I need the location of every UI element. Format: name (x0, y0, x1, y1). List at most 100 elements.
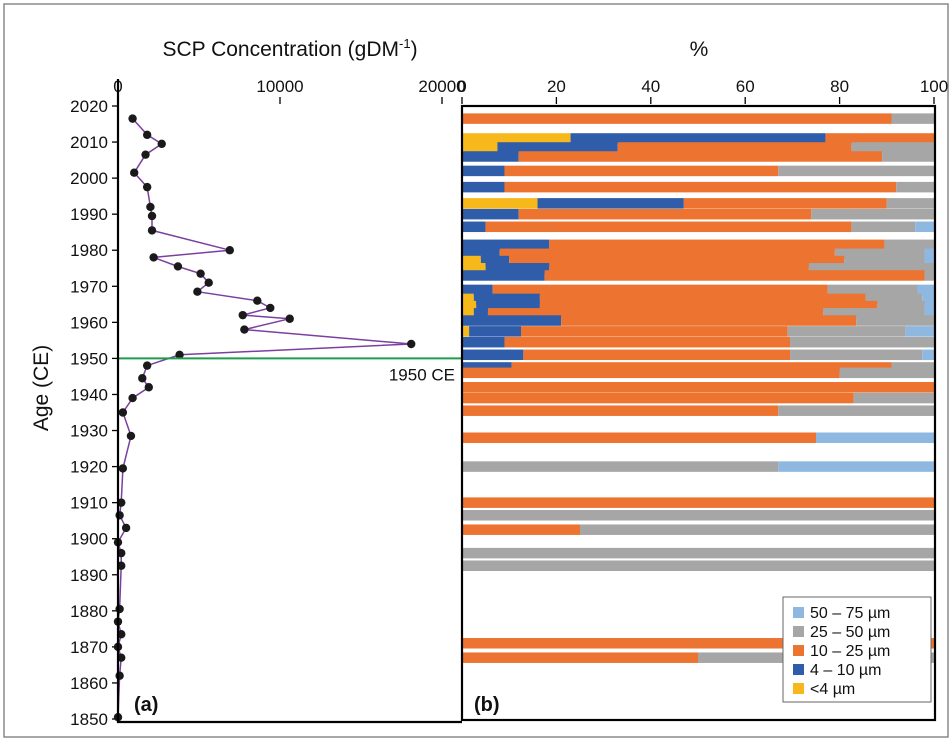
bar-segment-lt4 (462, 133, 571, 144)
bar-segment-um25_50 (811, 208, 934, 220)
bar-segment-um10_25 (518, 151, 883, 162)
bar-segment-um50_75 (905, 326, 934, 337)
panel-a-y-tick-label: 1980 (70, 241, 108, 260)
bar-segment-um4_10 (462, 362, 512, 373)
data-point (130, 168, 139, 177)
legend-label: 25 – 50 µm (810, 624, 890, 641)
panel-a-axes (116, 79, 462, 724)
panel-a-y-tick-label: 1930 (70, 422, 108, 441)
bar-segment-um25_50 (891, 113, 934, 124)
bar-segment-lt4 (462, 263, 486, 274)
panel-a-label: (a) (134, 694, 158, 716)
data-point (142, 361, 152, 370)
bar-segment-um10_25 (549, 239, 885, 251)
bar-segment-um25_50 (891, 362, 934, 373)
data-point (407, 339, 416, 349)
bar-segment-um10_25 (462, 382, 934, 393)
panel-a-y-tick-label: 1890 (70, 566, 108, 585)
bar-segment-um50_75 (915, 221, 934, 233)
bar-segment-um10_25 (499, 248, 835, 260)
panel-b-x-tick-label: 20 (547, 77, 566, 96)
bar-segment-um25_50 (924, 270, 934, 281)
panel-a-x-tick-label: 10000 (256, 77, 303, 96)
bar-segment-lt4 (462, 293, 474, 305)
bar-segment-um25_50 (808, 263, 934, 274)
bar-segment-um4_10 (485, 263, 550, 274)
bar-segment-um25_50 (462, 547, 934, 559)
data-point (147, 211, 157, 221)
bar-segment-um10_25 (462, 405, 779, 416)
bar-segment-um25_50 (827, 284, 918, 296)
bar-segment-um50_75 (922, 349, 934, 361)
data-point (175, 350, 184, 360)
legend-swatch-um50_75 (793, 607, 804, 618)
panel-a-y-tick-label: 1970 (70, 277, 108, 296)
bar-segment-um10_25 (462, 497, 934, 508)
bar-segment-um10_25 (462, 638, 934, 649)
bar-segment-um10_25 (617, 142, 852, 153)
bar-segment-um25_50 (839, 367, 934, 379)
data-point (225, 246, 234, 255)
panel-a-y-tick-label: 1880 (70, 602, 108, 621)
data-point (142, 182, 152, 192)
bar-segment-um25_50 (790, 336, 934, 348)
panel-b-x-tick-label: 60 (736, 77, 755, 96)
panel-a-y-tick-label: 1860 (70, 674, 108, 693)
panel-a-title: SCP Concentration (gDM-1) (162, 36, 417, 61)
bar-segment-um10_25 (825, 133, 934, 144)
panel-b-x-tick-label: 80 (830, 77, 849, 96)
bar-segment-um10_25 (504, 165, 779, 177)
legend: 50 – 75 µm 25 – 50 µm 10 – 25 µm 4 – 10 µm <… (782, 596, 932, 703)
legend-label: 4 – 10 µm (810, 662, 881, 679)
bar-segment-um10_25 (487, 308, 824, 319)
bar-segment-um10_25 (539, 300, 878, 312)
bar-segment-um4_10 (476, 300, 540, 312)
bar-segment-um10_25 (504, 336, 791, 348)
data-point (115, 511, 124, 520)
bar-segment-um25_50 (834, 248, 925, 260)
bar-segment-um50_75 (816, 432, 934, 443)
bar-segment-um25_50 (851, 142, 934, 153)
bar-segment-um4_10 (462, 284, 493, 296)
bar-segment-um4_10 (473, 293, 540, 305)
bar-segment-lt4 (462, 198, 538, 209)
legend-swatch-um4_10 (793, 664, 804, 675)
panel-b-label: (b) (474, 694, 500, 716)
data-point (285, 314, 294, 323)
legend-swatch-um10_25 (793, 645, 804, 656)
data-point (121, 523, 131, 533)
bar-segment-um10_25 (462, 652, 698, 663)
panel-a-x-tick-label: 20000 (418, 77, 465, 96)
data-point (157, 139, 166, 149)
panel-b-title: % (690, 38, 709, 61)
bar-segment-um50_75 (924, 255, 934, 267)
data-point (117, 630, 126, 639)
bar-segment-um4_10 (462, 336, 505, 348)
bar-segment-um25_50 (778, 405, 934, 416)
bar-segment-um10_25 (485, 221, 852, 233)
panel-a-y-tick-label: 2020 (70, 97, 108, 116)
data-point (115, 604, 124, 614)
bar-segment-um25_50 (851, 221, 916, 233)
data-point (117, 498, 126, 507)
panel-a-y-tick-label: 1950 (70, 349, 108, 368)
bar-segment-um10_25 (561, 315, 857, 326)
panel-a-y-axis: 1850 1860 1870 1880 1890 1900 1910 1920 1930 1940… (70, 97, 118, 729)
legend-swatch-um25_50 (793, 626, 804, 637)
bar-segment-um10_25 (549, 263, 809, 274)
bar-segment-um4_10 (537, 198, 684, 209)
reference-line-label: 1950 CE (389, 365, 455, 384)
bar-segment-um10_25 (504, 181, 897, 193)
bar-segment-um10_25 (523, 349, 791, 361)
bar-segment-um10_25 (544, 270, 925, 281)
data-point (146, 202, 155, 212)
data-point (128, 114, 137, 123)
bar-segment-um4_10 (462, 239, 550, 251)
bar-segment-um10_25 (509, 255, 845, 267)
bar-segment-um10_25 (462, 367, 840, 379)
bar-segment-um10_25 (462, 113, 892, 124)
data-point (117, 561, 126, 570)
bar-segment-um25_50 (462, 510, 934, 521)
bar-segment-um25_50 (865, 293, 923, 305)
